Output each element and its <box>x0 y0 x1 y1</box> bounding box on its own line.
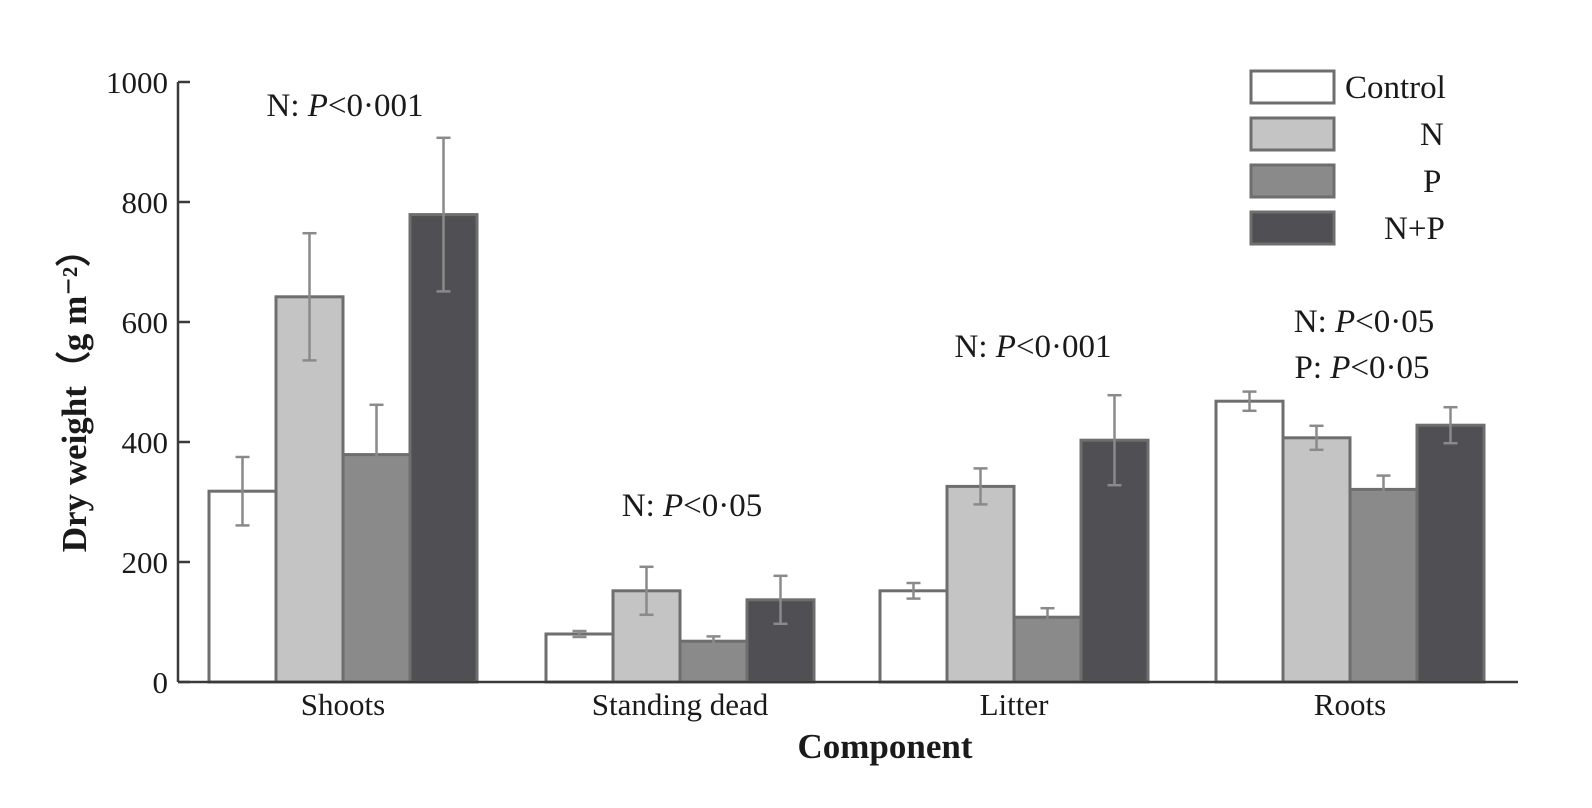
y-ticks: 0 200 400 600 800 1000 <box>106 65 190 700</box>
category-label-shoots: Shoots <box>301 687 385 722</box>
x-axis-title: Component <box>797 727 972 766</box>
error-bar-roots-control <box>1242 390 1257 413</box>
error-bar-standing-dead-p <box>706 635 721 648</box>
bar-litter-control <box>878 589 949 684</box>
y-tick-label: 600 <box>122 305 169 340</box>
y-tick-label: 1000 <box>106 65 168 100</box>
bar-standing-dead-control <box>544 632 615 684</box>
legend-label: P <box>1423 164 1441 200</box>
error-bar-litter-p <box>1040 606 1055 628</box>
error-bar-litter-n <box>973 467 988 506</box>
legend-label: Control <box>1345 70 1446 106</box>
legend-label: N <box>1420 117 1444 153</box>
error-bars-layer <box>235 136 1458 648</box>
bar-roots-p <box>1348 487 1419 684</box>
category-label-roots: Roots <box>1314 687 1386 722</box>
legend-swatch <box>1249 210 1336 246</box>
legend: Control NP N+P <box>1249 69 1446 247</box>
error-bar-shoots-control <box>235 455 250 527</box>
error-bar-standing-dead-control <box>572 629 587 639</box>
error-bar-standing-dead-n-p <box>773 574 788 626</box>
axes-layer <box>176 82 1518 684</box>
y-axis-title: Dry weight（g m⁻²） <box>55 232 94 553</box>
annotation-roots-0: N: P<0·05 <box>1294 304 1435 340</box>
legend-item-control: Control <box>1249 69 1446 106</box>
significance-annotations: N: P<0·001 N: P<0·05 N: P<0·001 N: P<0·05 P:… <box>266 88 1434 524</box>
annotation-shoots-0: N: P<0·001 <box>266 88 423 124</box>
error-bar-litter-control <box>906 581 921 600</box>
annotation-litter-0: N: P<0·001 <box>954 329 1111 365</box>
y-tick-label: 400 <box>122 425 169 460</box>
legend-item-n-p: N+P <box>1249 210 1445 247</box>
bar-roots-n-p <box>1415 423 1486 684</box>
error-bar-shoots-n-p <box>436 136 451 293</box>
legend-swatch <box>1249 69 1336 105</box>
x-category-labels: Shoots Standing dead Litter Roots <box>301 687 1386 722</box>
category-label-litter: Litter <box>980 687 1050 722</box>
annotation-standing-dead-0: N: P<0·05 <box>622 488 763 524</box>
bar-roots-n <box>1281 436 1352 684</box>
legend-swatch <box>1249 116 1336 152</box>
error-bar-shoots-n <box>302 231 317 362</box>
error-bar-shoots-p <box>369 403 384 506</box>
legend-item-n: N <box>1249 116 1444 153</box>
y-tick-label: 200 <box>122 545 169 580</box>
bar-litter-n <box>945 484 1016 684</box>
error-bar-roots-n <box>1309 424 1324 452</box>
error-bar-litter-n-p <box>1107 393 1122 487</box>
bar-shoots-n-p <box>408 213 479 684</box>
legend-item-p: P <box>1249 163 1441 200</box>
category-label-standing-dead: Standing dead <box>592 687 769 722</box>
y-tick-label: 800 <box>122 185 169 220</box>
error-bar-roots-p <box>1376 474 1391 505</box>
legend-swatch <box>1249 163 1336 199</box>
y-tick-label: 0 <box>153 665 169 700</box>
legend-label: N+P <box>1384 211 1445 247</box>
annotation-roots-1: P: P<0·05 <box>1294 350 1429 386</box>
bar-standing-dead-p <box>678 639 749 684</box>
error-bar-standing-dead-n <box>639 565 654 617</box>
bar-roots-control <box>1214 399 1285 684</box>
error-bar-roots-n-p <box>1443 405 1458 445</box>
bars-layer <box>207 213 1486 684</box>
